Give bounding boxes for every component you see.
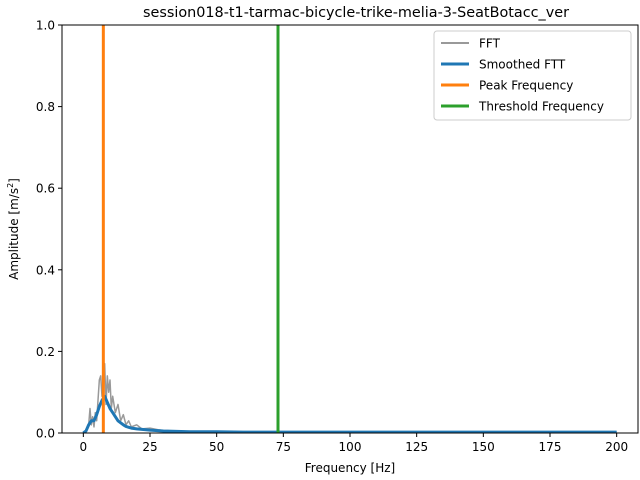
legend: FFT Smoothed FTT Peak Frequency Threshol…: [433, 30, 632, 121]
plot-area: [82, 25, 617, 433]
y-tick-label: 0.4: [36, 263, 55, 277]
fft-series-line: [82, 362, 617, 433]
x-tick-label: 150: [472, 440, 495, 454]
x-tick-label: 25: [142, 440, 157, 454]
y-tick-label: 0.8: [36, 100, 55, 114]
x-tick-label: 100: [339, 440, 362, 454]
y-tick-label: 0.2: [36, 345, 55, 359]
legend-peak-label: Peak Frequency: [479, 79, 573, 93]
series-layer: [82, 25, 617, 433]
x-axis: 0 25 50 75 100 125 150 175 200: [80, 433, 628, 454]
x-tick-label: 125: [405, 440, 428, 454]
y-tick-label: 0.6: [36, 182, 55, 196]
y-axis-label: Amplitude [m/s2]: [6, 178, 21, 280]
legend-threshold-label: Threshold Frequency: [478, 100, 604, 114]
x-tick-label: 0: [80, 440, 88, 454]
y-tick-label: 0.0: [36, 427, 55, 441]
smoothed-series-line: [82, 394, 617, 433]
y-tick-label: 1.0: [36, 19, 55, 33]
x-tick-label: 175: [539, 440, 562, 454]
x-tick-label: 200: [605, 440, 628, 454]
legend-smoothed-label: Smoothed FTT: [479, 58, 566, 72]
x-axis-label: Frequency [Hz]: [305, 461, 396, 475]
y-axis: 0.0 0.2 0.4 0.6 0.8 1.0: [36, 19, 62, 441]
legend-fft-label: FFT: [479, 37, 501, 51]
x-tick-label: 50: [209, 440, 224, 454]
x-tick-label: 75: [276, 440, 291, 454]
chart-title: session018-t1-tarmac-bicycle-trike-melia…: [143, 5, 569, 21]
legend-box: [433, 30, 632, 121]
